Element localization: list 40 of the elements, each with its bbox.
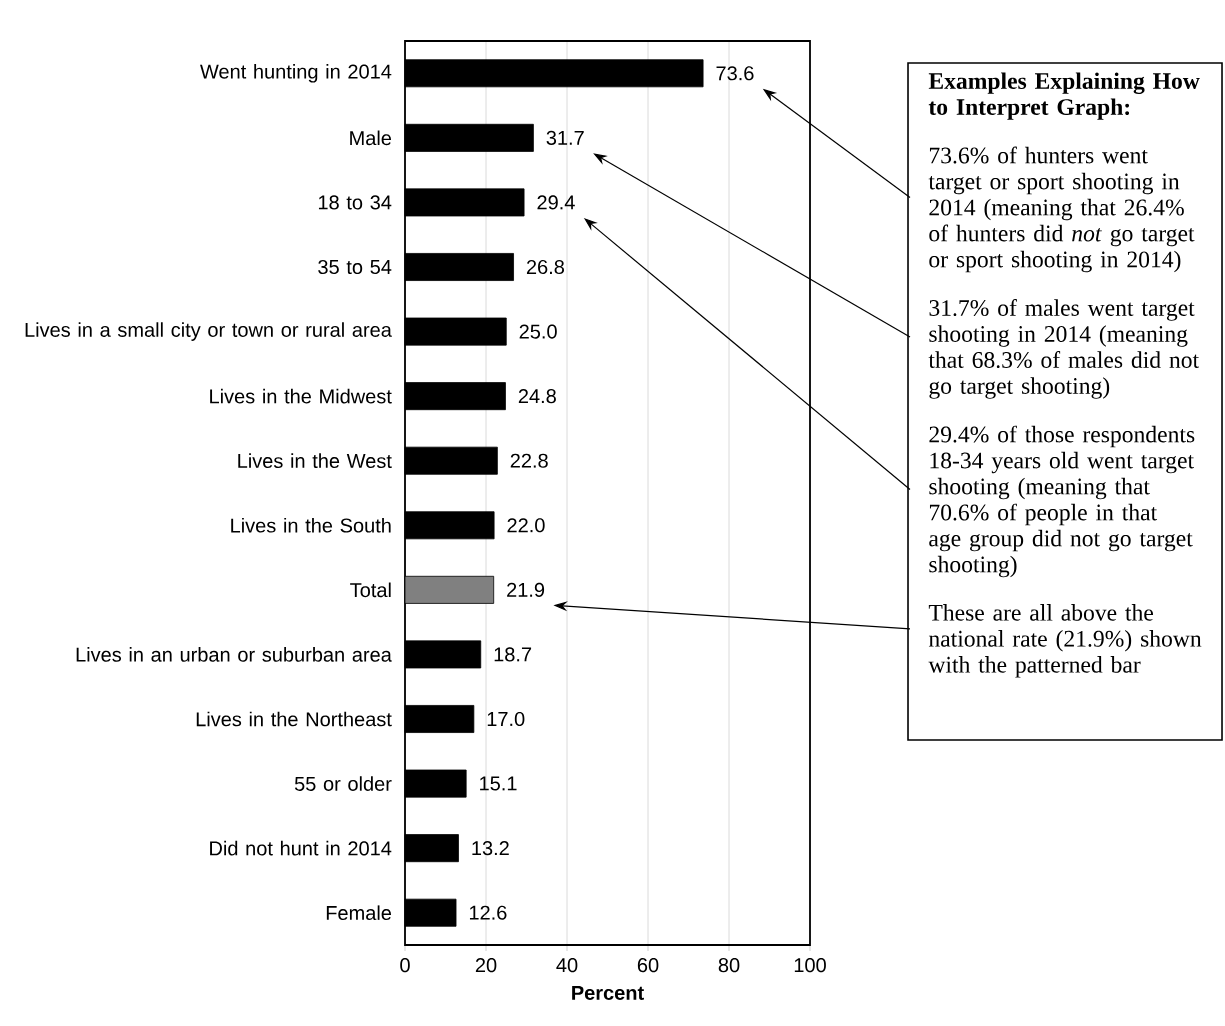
data-label: 73.6	[716, 66, 754, 81]
data-label: 22.8	[510, 453, 548, 468]
y-tick-label: Lives in the Midwest	[210, 388, 392, 404]
x-axis-title: Percent	[572, 985, 644, 1000]
data-label: 18.7	[494, 647, 532, 662]
y-tick-label: 18 to 34	[318, 195, 392, 210]
x-tick-label: 60	[637, 958, 659, 973]
x-tick-label: 20	[475, 958, 497, 973]
data-label: 17.0	[487, 711, 525, 727]
data-label: 22.0	[507, 518, 545, 533]
x-tick-label: 80	[718, 958, 740, 973]
data-label: 31.7	[546, 130, 584, 145]
text: 31.7% of males went target shooting in 2014 (meaning that 68.3% of males did not go target shooting)	[928, 299, 1199, 399]
y-tick-label: Lives in the South	[231, 517, 391, 533]
y-tick-label: Female	[326, 905, 392, 921]
data-label: 29.4	[537, 195, 575, 210]
x-tick-label: 100	[794, 958, 826, 973]
y-tick-label: Lives in the Northeast	[196, 711, 392, 727]
y-tick-label: Male	[350, 130, 392, 146]
y-tick-label: Did not hunt in 2014	[210, 840, 392, 856]
data-label: 25.0	[519, 324, 557, 339]
data-label: 24.8	[518, 389, 556, 404]
data-label: 15.1	[480, 776, 517, 791]
text: 73.6% of hunters went target or sport shooting in 2014 (meaning that 26.4% of hunters did not go target or sport shooting in 2014)	[928, 146, 1195, 273]
x-tick-label: 0	[400, 958, 410, 973]
text: These are all above the national rate (21.9%) shown with the patterned bar	[928, 604, 1202, 678]
y-tick-label: Went hunting in 2014	[200, 63, 392, 83]
y-tick-label: Total	[350, 582, 391, 598]
y-tick-label: Lives in an urban or suburban area	[76, 647, 392, 662]
y-tick-label: Lives in a small city or town or rural area	[25, 322, 392, 341]
y-tick-label: Lives in the West	[238, 453, 392, 469]
y-tick-label: 35 to 54	[318, 259, 392, 275]
data-label: 13.2	[472, 841, 509, 856]
x-tick-label: 40	[556, 958, 578, 973]
data-label: 21.9	[507, 582, 545, 597]
data-label: 26.8	[526, 259, 564, 275]
text: 29.4% of those respondents 18-34 years old went target shooting (meaning that 70.6% of people in that age group did not go target shooting)	[929, 425, 1195, 578]
y-tick-label: 55 or older	[294, 776, 392, 791]
text: Examples Explaining How to Interpret Graph:	[928, 72, 1200, 120]
data-label: 12.6	[469, 905, 507, 920]
